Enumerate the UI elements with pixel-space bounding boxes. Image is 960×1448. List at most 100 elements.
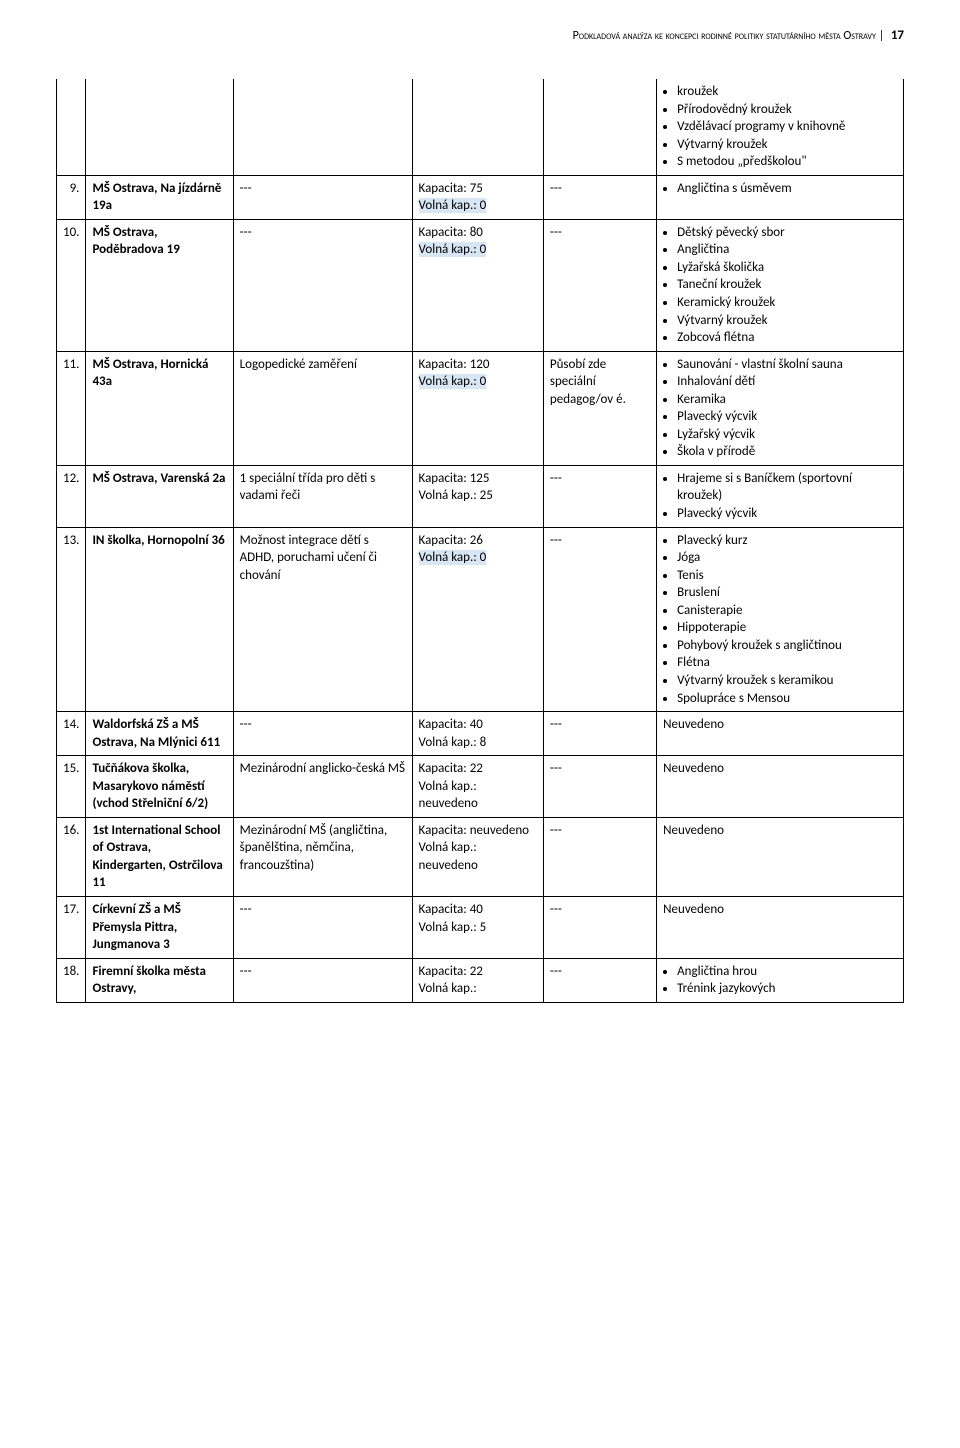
- row-number: 11.: [57, 351, 86, 465]
- row-name: Waldorfská ZŠ a MŠ Ostrava, Na Mlýnici 6…: [86, 712, 233, 756]
- list-item: Canisterapie: [677, 602, 897, 620]
- row-capacity: Kapacita: 26Volná kap.: 0: [412, 527, 543, 711]
- row-staff: ---: [543, 175, 656, 219]
- table-row: 12.MŠ Ostrava, Varenská 2a1 speciální tř…: [57, 465, 904, 527]
- kindergarten-table: kroužekPřírodovědný kroužekVzdělávací pr…: [56, 79, 904, 1003]
- table-row: 15.Tučňákova školka, Masarykovo náměstí …: [57, 756, 904, 818]
- list-item: Keramický kroužek: [677, 294, 897, 312]
- list-item: kroužek: [677, 83, 897, 101]
- table-row: 10.MŠ Ostrava, Poděbradova 19---Kapacita…: [57, 219, 904, 351]
- row-speciality: Logopedické zaměření: [233, 351, 412, 465]
- list-item: Pohybový kroužek s angličtinou: [677, 637, 897, 655]
- list-item: Plavecký výcvik: [677, 505, 897, 523]
- list-item: Přírodovědný kroužek: [677, 101, 897, 119]
- row-activities: Neuvedeno: [657, 756, 904, 818]
- list-item: Bruslení: [677, 584, 897, 602]
- row-speciality: ---: [233, 712, 412, 756]
- row-staff: ---: [543, 817, 656, 896]
- row-speciality: ---: [233, 175, 412, 219]
- row-staff: ---: [543, 756, 656, 818]
- row-capacity: Kapacita: 80Volná kap.: 0: [412, 219, 543, 351]
- row-name: MŠ Ostrava, Hornická 43a: [86, 351, 233, 465]
- row-number: 16.: [57, 817, 86, 896]
- row-capacity: Kapacita: 40Volná kap.: 5: [412, 896, 543, 958]
- row-capacity: Kapacita: 125Volná kap.: 25: [412, 465, 543, 527]
- row-activities: Dětský pěvecký sborAngličtinaLyžařská šk…: [657, 219, 904, 351]
- row-speciality: [233, 79, 412, 175]
- table-row: 17.Církevní ZŠ a MŠ Přemysla Pittra, Jun…: [57, 896, 904, 958]
- row-number: 15.: [57, 756, 86, 818]
- row-capacity: Kapacita: 75Volná kap.: 0: [412, 175, 543, 219]
- row-number: 14.: [57, 712, 86, 756]
- row-name: Církevní ZŠ a MŠ Přemysla Pittra, Jungma…: [86, 896, 233, 958]
- row-speciality: Možnost integrace dětí s ADHD, poruchami…: [233, 527, 412, 711]
- list-item: Plavecký výcvik: [677, 408, 897, 426]
- row-number: [57, 79, 86, 175]
- row-capacity: Kapacita: neuvedenoVolná kap.: neuvedeno: [412, 817, 543, 896]
- header-title: Podkladová analýza ke koncepci rodinné p…: [573, 29, 885, 43]
- row-activities: kroužekPřírodovědný kroužekVzdělávací pr…: [657, 79, 904, 175]
- list-item: Spolupráce s Mensou: [677, 690, 897, 708]
- row-number: 12.: [57, 465, 86, 527]
- page: Podkladová analýza ke koncepci rodinné p…: [0, 0, 960, 1043]
- table-row: 11.MŠ Ostrava, Hornická 43aLogopedické z…: [57, 351, 904, 465]
- list-item: Inhalování dětí: [677, 373, 897, 391]
- list-item: Zobcová flétna: [677, 329, 897, 347]
- table-row: 13.IN školka, Hornopolní 36Možnost integ…: [57, 527, 904, 711]
- row-capacity: Kapacita: 120Volná kap.: 0: [412, 351, 543, 465]
- row-activities: Hrajeme si s Baníčkem (sportovní kroužek…: [657, 465, 904, 527]
- row-staff: [543, 79, 656, 175]
- list-item: Lyžařský výcvik: [677, 426, 897, 444]
- list-item: Taneční kroužek: [677, 276, 897, 294]
- row-speciality: Mezinárodní MŠ (angličtina, španělština,…: [233, 817, 412, 896]
- list-item: Plavecký kurz: [677, 532, 897, 550]
- row-number: 13.: [57, 527, 86, 711]
- row-number: 10.: [57, 219, 86, 351]
- row-activities: Angličtina hrouTrénink jazykových: [657, 958, 904, 1002]
- row-activities: Saunování - vlastní školní saunaInhalová…: [657, 351, 904, 465]
- row-speciality: ---: [233, 219, 412, 351]
- row-number: 18.: [57, 958, 86, 1002]
- row-speciality: ---: [233, 896, 412, 958]
- list-item: Dětský pěvecký sbor: [677, 224, 897, 242]
- list-item: Angličtina hrou: [677, 963, 897, 981]
- row-name: [86, 79, 233, 175]
- list-item: Jóga: [677, 549, 897, 567]
- row-name: MŠ Ostrava, Na jízdárně 19a: [86, 175, 233, 219]
- table-row: 18.Firemní školka města Ostravy,---Kapac…: [57, 958, 904, 1002]
- table-row: kroužekPřírodovědný kroužekVzdělávací pr…: [57, 79, 904, 175]
- row-speciality: Mezinárodní anglicko-česká MŠ: [233, 756, 412, 818]
- table-row: 16.1st International School of Ostrava, …: [57, 817, 904, 896]
- row-staff: ---: [543, 896, 656, 958]
- list-item: Hrajeme si s Baníčkem (sportovní kroužek…: [677, 470, 897, 505]
- list-item: Výtvarný kroužek: [677, 312, 897, 330]
- row-name: IN školka, Hornopolní 36: [86, 527, 233, 711]
- list-item: Trénink jazykových: [677, 980, 897, 998]
- row-capacity: Kapacita: 22Volná kap.:: [412, 958, 543, 1002]
- row-activities: Neuvedeno: [657, 896, 904, 958]
- list-item: Vzdělávací programy v knihovně: [677, 118, 897, 136]
- page-number: 17: [891, 28, 904, 43]
- row-activities: Angličtina s úsměvem: [657, 175, 904, 219]
- list-item: Saunování - vlastní školní sauna: [677, 356, 897, 374]
- row-speciality: ---: [233, 958, 412, 1002]
- row-staff: ---: [543, 527, 656, 711]
- row-capacity: Kapacita: 22Volná kap.: neuvedeno: [412, 756, 543, 818]
- row-number: 9.: [57, 175, 86, 219]
- table-row: 9.MŠ Ostrava, Na jízdárně 19a---Kapacita…: [57, 175, 904, 219]
- row-capacity: Kapacita: 40Volná kap.: 8: [412, 712, 543, 756]
- row-staff: ---: [543, 958, 656, 1002]
- row-activities: Plavecký kurzJógaTenisBrusleníCanisterap…: [657, 527, 904, 711]
- list-item: Tenis: [677, 567, 897, 585]
- row-activities: Neuvedeno: [657, 817, 904, 896]
- list-item: Výtvarný kroužek: [677, 136, 897, 154]
- list-item: Keramika: [677, 391, 897, 409]
- list-item: Škola v přírodě: [677, 443, 897, 461]
- list-item: Výtvarný kroužek s keramikou: [677, 672, 897, 690]
- row-capacity: [412, 79, 543, 175]
- list-item: Hippoterapie: [677, 619, 897, 637]
- list-item: S metodou „předškolou": [677, 153, 897, 171]
- list-item: Flétna: [677, 654, 897, 672]
- list-item: Angličtina s úsměvem: [677, 180, 897, 198]
- list-item: Lyžařská školička: [677, 259, 897, 277]
